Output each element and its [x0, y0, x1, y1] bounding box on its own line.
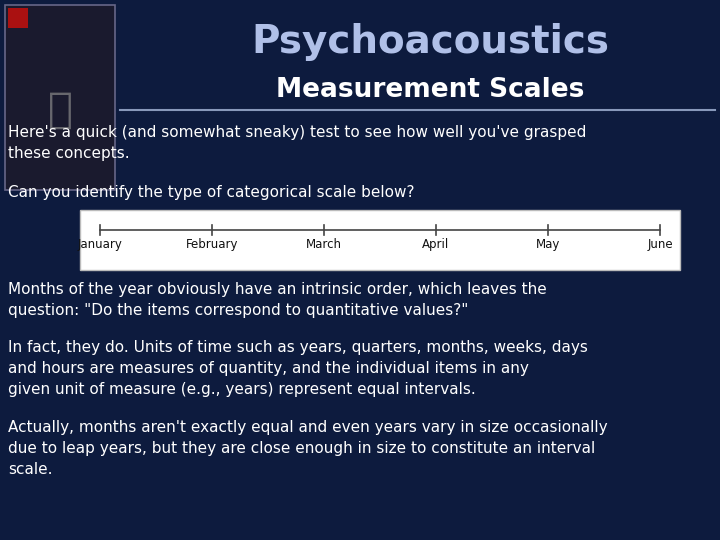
Text: In fact, they do. Units of time such as years, quarters, months, weeks, days
and: In fact, they do. Units of time such as … — [8, 340, 588, 397]
Text: Months of the year obviously have an intrinsic order, which leaves the
question:: Months of the year obviously have an int… — [8, 282, 546, 318]
Text: Measurement Scales: Measurement Scales — [276, 77, 584, 103]
Text: January: January — [78, 238, 122, 251]
Text: Can you identify the type of categorical scale below?: Can you identify the type of categorical… — [8, 185, 415, 200]
Text: Actually, months aren't exactly equal and even years vary in size occasionally
d: Actually, months aren't exactly equal an… — [8, 420, 608, 477]
Text: June: June — [647, 238, 672, 251]
Text: March: March — [306, 238, 342, 251]
Text: February: February — [186, 238, 238, 251]
Text: Psychoacoustics: Psychoacoustics — [251, 23, 609, 61]
FancyBboxPatch shape — [80, 210, 680, 270]
FancyBboxPatch shape — [5, 5, 115, 190]
Text: May: May — [536, 238, 560, 251]
Text: April: April — [423, 238, 449, 251]
Text: Here's a quick (and somewhat sneaky) test to see how well you've grasped
these c: Here's a quick (and somewhat sneaky) tes… — [8, 125, 586, 161]
FancyBboxPatch shape — [8, 8, 28, 28]
Text: 👤: 👤 — [48, 89, 73, 131]
